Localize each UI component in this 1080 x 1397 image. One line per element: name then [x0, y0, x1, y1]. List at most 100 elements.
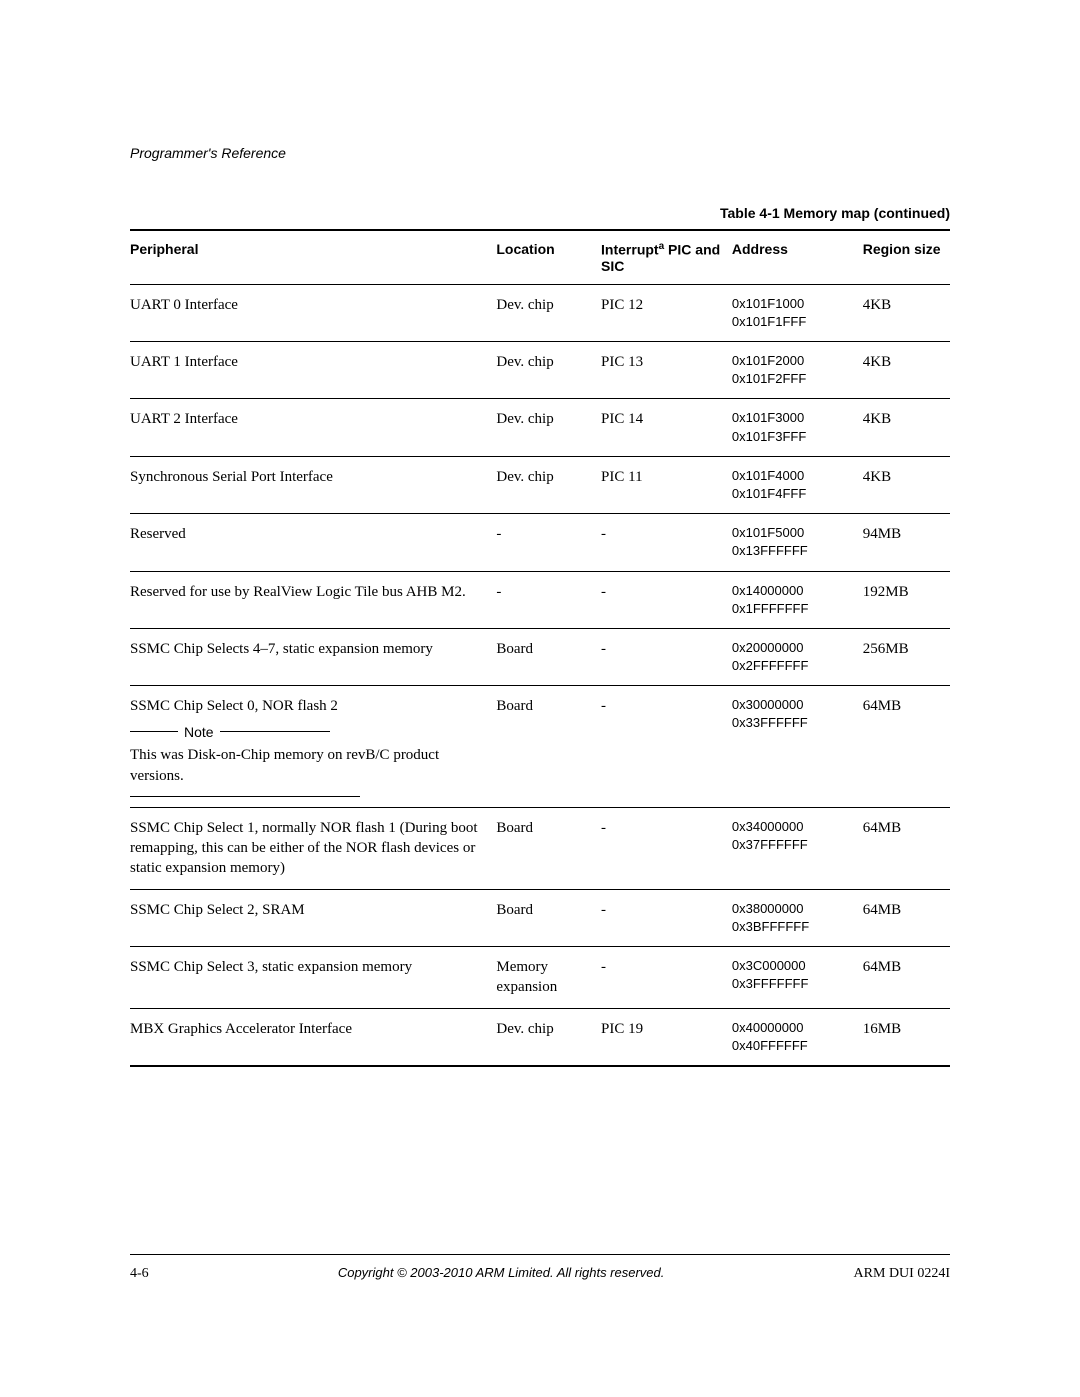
cell-interrupt: - [601, 807, 732, 889]
address-block: 0x101F10000x101F1FFF [732, 295, 857, 331]
note-rule-end [130, 796, 360, 797]
peripheral-text: SSMC Chip Select 1, normally NOR flash 1… [130, 818, 490, 879]
table-body: UART 0 InterfaceDev. chipPIC 120x101F100… [130, 284, 950, 1066]
cell-interrupt: - [601, 686, 732, 808]
address-end: 0x2FFFFFFF [732, 657, 857, 675]
address-block: 0x101F20000x101F2FFF [732, 352, 857, 388]
footer-doc-id: ARM DUI 0224I [854, 1266, 950, 1282]
cell-address: 0x101F10000x101F1FFF [732, 284, 863, 341]
cell-region: 192MB [863, 571, 950, 628]
cell-region: 4KB [863, 342, 950, 399]
table-row: Synchronous Serial Port Interface Dev. ch… [130, 456, 950, 513]
table-row: UART 0 Interface Dev. chipPIC 120x101F100… [130, 284, 950, 341]
cell-interrupt: PIC 11 [601, 456, 732, 513]
address-end: 0x33FFFFFF [732, 714, 857, 732]
cell-region: 256MB [863, 628, 950, 685]
cell-interrupt: - [601, 514, 732, 571]
footer-page-number: 4-6 [130, 1266, 149, 1282]
note-block: Note This was Disk-on-Chip memory on revB… [130, 723, 490, 797]
note-label: Note [184, 723, 214, 742]
cell-peripheral: MBX Graphics Accelerator Interface [130, 1008, 496, 1066]
cell-peripheral: UART 0 Interface [130, 284, 496, 341]
address-end: 0x13FFFFFF [732, 542, 857, 560]
cell-interrupt: - [601, 947, 732, 1009]
cell-location: - [496, 514, 601, 571]
cell-region: 64MB [863, 807, 950, 889]
address-block: 0x340000000x37FFFFFF [732, 818, 857, 854]
table-row: Reserved--0x101F50000x13FFFFFF94MB [130, 514, 950, 571]
address-block: 0x200000000x2FFFFFFF [732, 639, 857, 675]
cell-peripheral: Reserved for use by RealView Logic Tile … [130, 571, 496, 628]
table-row: SSMC Chip Select 2, SRAMBoard-0x38000000… [130, 889, 950, 946]
cell-address: 0x380000000x3BFFFFFF [732, 889, 863, 946]
cell-address: 0x3C0000000x3FFFFFFF [732, 947, 863, 1009]
address-end: 0x101F1FFF [732, 313, 857, 331]
cell-location: Dev. chip [496, 284, 601, 341]
table-row: SSMC Chip Select 3, static expansion mem… [130, 947, 950, 1009]
address-block: 0x400000000x40FFFFFF [732, 1019, 857, 1055]
table-row: SSMC Chip Select 0, NOR flash 2NoteThis … [130, 686, 950, 808]
cell-address: 0x101F20000x101F2FFF [732, 342, 863, 399]
peripheral-text: Synchronous Serial Port Interface [130, 467, 490, 487]
cell-address: 0x340000000x37FFFFFF [732, 807, 863, 889]
peripheral-text: SSMC Chip Selects 4–7, static expansion … [130, 639, 490, 659]
address-block: 0x380000000x3BFFFFFF [732, 900, 857, 936]
cell-interrupt: - [601, 571, 732, 628]
col-header-region: Region size [863, 230, 950, 284]
page-body: Programmer's Reference Table 4-1 Memory … [130, 145, 950, 1397]
cell-peripheral: SSMC Chip Select 3, static expansion mem… [130, 947, 496, 1009]
interrupt-prefix: Interrupt [601, 242, 659, 258]
address-start: 0x38000000 [732, 900, 857, 918]
peripheral-text: UART 1 Interface [130, 352, 490, 372]
cell-interrupt: PIC 12 [601, 284, 732, 341]
cell-interrupt: PIC 19 [601, 1008, 732, 1066]
address-block: 0x101F30000x101F3FFF [732, 409, 857, 445]
peripheral-text: SSMC Chip Select 3, static expansion mem… [130, 957, 490, 977]
cell-location: Board [496, 807, 601, 889]
cell-address: 0x300000000x33FFFFFF [732, 686, 863, 808]
cell-region: 4KB [863, 399, 950, 456]
table-row: UART 2 InterfaceDev. chipPIC 140x101F300… [130, 399, 950, 456]
table-row: SSMC Chip Selects 4–7, static expansion … [130, 628, 950, 685]
cell-address: 0x101F30000x101F3FFF [732, 399, 863, 456]
cell-address: 0x140000000x1FFFFFFF [732, 571, 863, 628]
cell-peripheral: SSMC Chip Selects 4–7, static expansion … [130, 628, 496, 685]
col-header-peripheral: Peripheral [130, 230, 496, 284]
cell-interrupt: PIC 13 [601, 342, 732, 399]
address-start: 0x20000000 [732, 639, 857, 657]
address-block: 0x101F50000x13FFFFFF [732, 524, 857, 560]
peripheral-text: SSMC Chip Select 2, SRAM [130, 900, 490, 920]
table-row: Reserved for use by RealView Logic Tile … [130, 571, 950, 628]
address-block: 0x300000000x33FFFFFF [732, 696, 857, 732]
address-block: 0x140000000x1FFFFFFF [732, 582, 857, 618]
peripheral-text: MBX Graphics Accelerator Interface [130, 1019, 490, 1039]
cell-peripheral: SSMC Chip Select 2, SRAM [130, 889, 496, 946]
cell-region: 4KB [863, 284, 950, 341]
address-start: 0x101F2000 [732, 352, 857, 370]
note-rule-right [220, 731, 330, 732]
footer-copyright: Copyright © 2003-2010 ARM Limited. All r… [149, 1265, 854, 1280]
peripheral-text: UART 0 Interface [130, 295, 490, 315]
cell-location: Board [496, 686, 601, 808]
address-end: 0x1FFFFFFF [732, 600, 857, 618]
cell-location: Board [496, 889, 601, 946]
address-block: 0x3C0000000x3FFFFFFF [732, 957, 857, 993]
address-end: 0x3BFFFFFF [732, 918, 857, 936]
address-end: 0x40FFFFFF [732, 1037, 857, 1055]
cell-interrupt: PIC 14 [601, 399, 732, 456]
address-start: 0x101F5000 [732, 524, 857, 542]
cell-address: 0x400000000x40FFFFFF [732, 1008, 863, 1066]
note-body: This was Disk-on-Chip memory on revB/C p… [130, 745, 490, 786]
cell-peripheral: UART 2 Interface [130, 399, 496, 456]
cell-region: 4KB [863, 456, 950, 513]
cell-peripheral: SSMC Chip Select 1, normally NOR flash 1… [130, 807, 496, 889]
address-start: 0x3C000000 [732, 957, 857, 975]
cell-location: Dev. chip [496, 456, 601, 513]
cell-address: 0x101F40000x101F4FFF [732, 456, 863, 513]
memory-map-table: Peripheral Location Interrupta PIC and S… [130, 229, 950, 1067]
address-end: 0x101F3FFF [732, 428, 857, 446]
address-start: 0x40000000 [732, 1019, 857, 1037]
col-header-location: Location [496, 230, 601, 284]
cell-peripheral: SSMC Chip Select 0, NOR flash 2NoteThis … [130, 686, 496, 808]
address-start: 0x30000000 [732, 696, 857, 714]
